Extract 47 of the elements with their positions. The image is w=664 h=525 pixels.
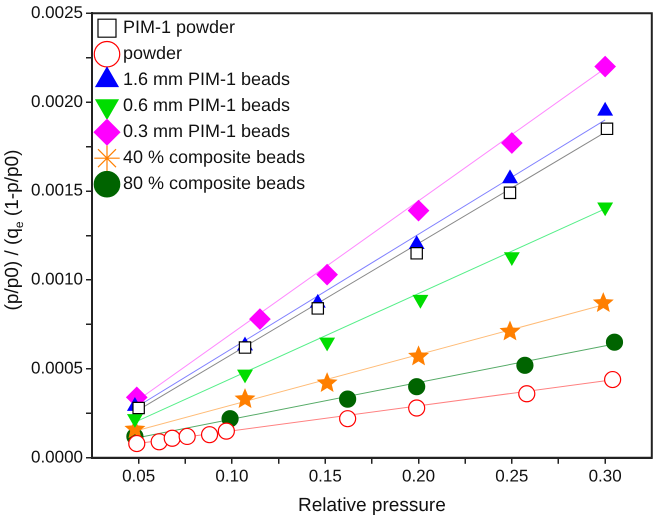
legend-label: 1.6 mm PIM-1 beads (122, 69, 290, 90)
point (339, 390, 356, 408)
x-tick-label: 0.15 (308, 466, 342, 486)
point (408, 378, 426, 396)
point (501, 132, 522, 154)
point (312, 302, 324, 315)
point (504, 186, 516, 200)
y-tick-label: 0.0010 (30, 270, 83, 289)
legend-label: PIM-1 powder (122, 17, 236, 38)
legend-label: 80 % composite beads (122, 173, 306, 194)
point (408, 345, 430, 366)
point (316, 372, 338, 392)
y-tick-label: 0.0025 (30, 2, 83, 22)
y-tick-label: 0.0000 (30, 447, 83, 466)
point (249, 308, 271, 330)
x-axis-title: Relative pressure (298, 494, 446, 516)
point (132, 402, 145, 414)
point (408, 399, 426, 417)
y-tick-label: 0.0015 (30, 180, 83, 200)
x-tick-label: 0.10 (215, 466, 248, 486)
point (164, 430, 181, 447)
point (316, 264, 338, 286)
point (604, 370, 622, 388)
point (238, 341, 252, 354)
y-tick-label: 0.0005 (30, 358, 83, 378)
point (606, 334, 624, 351)
legend-label: 0.6 mm PIM-1 beads (122, 95, 290, 116)
x-tick-label: 0.05 (122, 466, 156, 486)
x-tick-label: 0.25 (495, 466, 528, 486)
point (128, 434, 146, 452)
point (218, 422, 235, 440)
legend-label: 0.3 mm PIM-1 beads (122, 121, 290, 142)
point (592, 292, 614, 312)
x-tick-label: 0.20 (402, 466, 436, 486)
point (518, 385, 536, 402)
legend-label: 40 % composite beads (122, 147, 306, 168)
legend-label: powder (122, 43, 182, 64)
point (408, 200, 430, 222)
y-tick-label: 0.0020 (30, 92, 83, 111)
x-tick-label: 0.30 (588, 466, 622, 486)
point (500, 320, 520, 340)
point (516, 356, 534, 374)
point (234, 388, 256, 408)
point (200, 426, 218, 444)
point (594, 56, 616, 78)
point (178, 428, 196, 446)
point (339, 410, 356, 428)
